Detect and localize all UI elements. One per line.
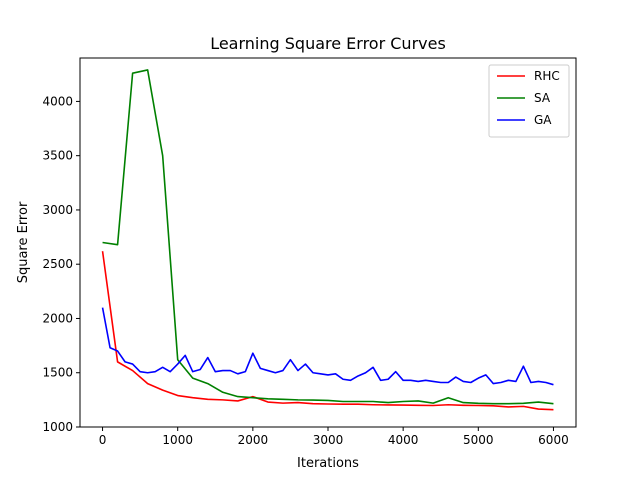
x-tick-label: 6000 [538, 433, 569, 447]
y-tick-label: 3000 [42, 203, 73, 217]
y-tick-label: 1000 [42, 420, 73, 434]
y-tick-label: 1500 [42, 366, 73, 380]
legend-box [488, 64, 570, 138]
plot-area-frame [79, 57, 577, 428]
y-tick-label: 4000 [42, 94, 73, 108]
series-layer [101, 69, 554, 411]
series-line-sa [102, 69, 554, 405]
y-tick-label: 2500 [42, 257, 73, 271]
x-tick-label: 0 [99, 433, 107, 447]
series-line-ga [101, 307, 554, 386]
x-tick-label: 2000 [238, 433, 269, 447]
legend-label-ga: GA [534, 113, 552, 127]
x-tick-label: 5000 [463, 433, 494, 447]
x-tick-label: 1000 [162, 433, 193, 447]
y-tick-label: 2000 [42, 311, 73, 325]
y-axis-label: Square Error [16, 201, 31, 283]
legend: RHC SA GA [488, 64, 570, 138]
legend-label-sa: SA [534, 91, 551, 105]
x-tick-label: 4000 [388, 433, 419, 447]
x-tick-label: 3000 [313, 433, 344, 447]
y-tick-label: 3500 [42, 149, 73, 163]
ticks-layer: 0 1000 2000 3000 4000 5000 6000 1000 1500 2000 250… [42, 94, 568, 447]
chart-title: Learning Square Error Curves [210, 34, 446, 53]
legend-label-rhc: RHC [534, 69, 560, 83]
x-axis-label: Iterations [297, 456, 359, 471]
series-line-rhc [101, 251, 554, 411]
